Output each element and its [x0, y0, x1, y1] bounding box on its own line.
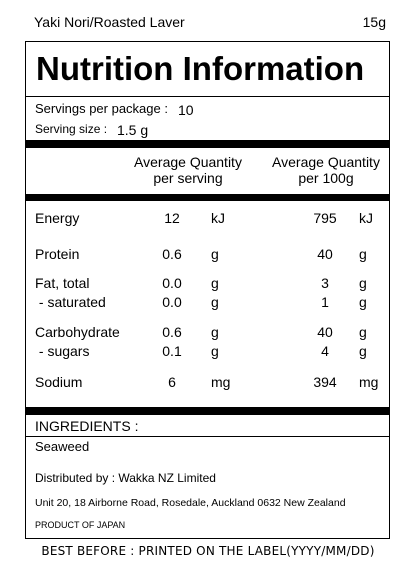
- per-100g-unit: g: [359, 343, 367, 359]
- nutrient-name: - sugars: [35, 343, 90, 359]
- per-serving-value: 0.1: [162, 343, 182, 359]
- per-100g-value: 1: [321, 294, 329, 310]
- per-100g-value: 795: [313, 210, 337, 226]
- per-100g-unit: mg: [359, 374, 379, 390]
- per-serving-value: 0.0: [162, 275, 182, 291]
- nutrient-name: Sodium: [35, 374, 83, 390]
- nutrient-name: - saturated: [35, 294, 106, 310]
- per-100g-unit: g: [359, 324, 367, 340]
- nutrient-name: Carbohydrate: [35, 324, 120, 340]
- serving-size-value: 1.5 g: [117, 122, 149, 138]
- per-serving-value: 12: [164, 210, 180, 226]
- per-100g-unit: g: [359, 275, 367, 291]
- per-serving-unit: g: [211, 294, 219, 310]
- servings-label: Servings per package :: [35, 101, 168, 116]
- nutrient-name: Protein: [35, 246, 80, 262]
- per-serving-value: 0.6: [162, 324, 182, 340]
- per-100g-value: 40: [317, 246, 333, 262]
- per-serving-unit: g: [211, 246, 219, 262]
- per-serving-value: 6: [168, 374, 176, 390]
- divider: [26, 194, 390, 201]
- nutrient-name: Energy: [35, 210, 80, 226]
- per-100g-value: 394: [313, 374, 337, 390]
- divider: [26, 96, 390, 97]
- per-serving-unit: mg: [211, 374, 231, 390]
- distributor: Distributed by : Wakka NZ Limited: [35, 471, 216, 485]
- weight: 15g: [362, 14, 386, 30]
- product-name: Yaki Nori/Roasted Laver: [34, 14, 185, 30]
- ingredients-heading: INGREDIENTS :: [35, 418, 139, 434]
- per-100g-unit: kJ: [359, 210, 373, 226]
- per-serving-value: 0.0: [162, 294, 182, 310]
- per-100g-unit: g: [359, 294, 367, 310]
- best-before: BEST BEFORE : PRINTED ON THE LABEL(YYYY/…: [41, 544, 375, 558]
- per-serving-value: 0.6: [162, 246, 182, 262]
- label-box: [25, 41, 390, 539]
- column-header: Average Quantity per 100g: [272, 154, 380, 187]
- per-serving-unit: g: [211, 275, 219, 291]
- divider: [26, 407, 390, 415]
- address: Unit 20, 18 Airborne Road, Rosedale, Auc…: [35, 497, 346, 509]
- per-serving-unit: g: [211, 324, 219, 340]
- column-header: Average Quantity per serving: [134, 154, 242, 187]
- divider: [26, 436, 390, 437]
- per-serving-unit: kJ: [211, 210, 225, 226]
- per-serving-unit: g: [211, 343, 219, 359]
- origin: PRODUCT OF JAPAN: [35, 520, 126, 530]
- nutrient-name: Fat, total: [35, 275, 90, 291]
- ingredients-text: Seaweed: [35, 439, 90, 454]
- servings-value: 10: [178, 102, 194, 118]
- per-100g-value: 4: [321, 343, 329, 359]
- serving-size-label: Serving size :: [35, 122, 108, 136]
- title: Nutrition Information: [36, 50, 365, 87]
- per-100g-value: 3: [321, 275, 329, 291]
- per-100g-unit: g: [359, 246, 367, 262]
- divider: [26, 140, 390, 148]
- per-100g-value: 40: [317, 324, 333, 340]
